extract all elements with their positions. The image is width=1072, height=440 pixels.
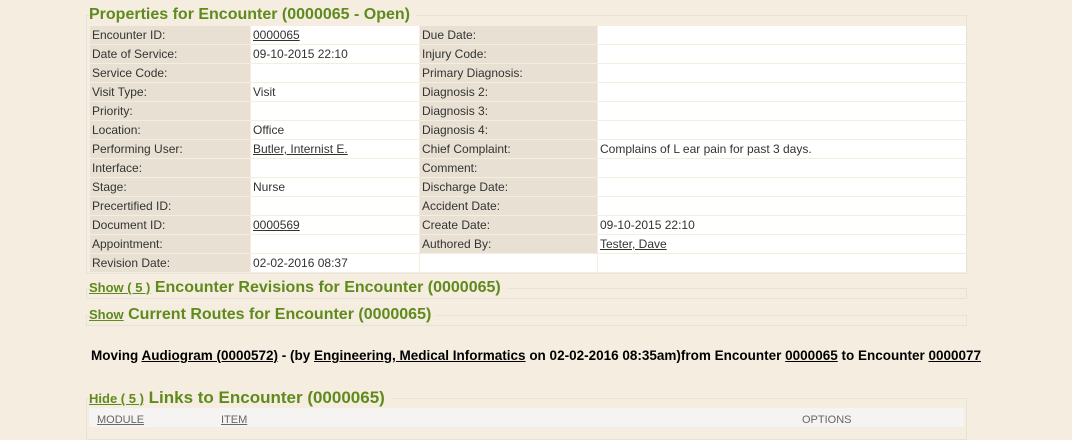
property-label: Appointment: xyxy=(90,235,250,253)
property-row: Location: Office Diagnosis 4: xyxy=(90,121,966,139)
property-label: Due Date: xyxy=(420,26,597,44)
property-row: Date of Service: 09-10-2015 22:10 Injury C… xyxy=(90,45,966,63)
moving-notice: Moving Audiogram (0000572) - (by Enginee… xyxy=(0,348,1072,363)
routes-toggle-link[interactable]: Show xyxy=(89,307,124,322)
property-value-link[interactable]: Tester, Dave xyxy=(600,237,667,251)
property-value: Nurse xyxy=(251,178,419,196)
property-row: Priority: Diagnosis 3: xyxy=(90,102,966,120)
property-row: Appointment: Authored By: Tester, Dave xyxy=(90,235,966,253)
routes-panel xyxy=(86,315,967,326)
properties-panel xyxy=(86,15,967,274)
to-encounter-link[interactable]: 0000077 xyxy=(928,348,982,363)
property-label: Stage: xyxy=(90,178,250,196)
property-value xyxy=(251,102,419,120)
links-legend: Hide ( 5 ) Links to Encounter (0000065) xyxy=(89,388,391,408)
property-value xyxy=(598,26,966,44)
property-row: Performing User: Butler, Internist E. Chie… xyxy=(90,140,966,158)
property-value xyxy=(598,121,966,139)
property-value xyxy=(598,83,966,101)
property-label xyxy=(420,254,597,272)
revisions-legend: Show ( 5 ) Encounter Revisions for Encou… xyxy=(89,279,507,297)
links-title: Links to Encounter (0000065) xyxy=(148,388,385,407)
property-row: Encounter ID: 0000065 Due Date: xyxy=(90,26,966,44)
property-value xyxy=(251,159,419,177)
property-label: Date of Service: xyxy=(90,45,250,63)
from-encounter-link[interactable]: 0000065 xyxy=(785,348,838,363)
property-row: Precertified ID: Accident Date: xyxy=(90,197,966,215)
property-label: Performing User: xyxy=(90,140,250,158)
property-value xyxy=(598,178,966,196)
property-value xyxy=(598,254,966,272)
property-label: Discharge Date: xyxy=(420,178,597,196)
document-link[interactable]: Audiogram (0000572) xyxy=(141,348,279,363)
property-value-link[interactable]: Butler, Internist E. xyxy=(253,142,348,156)
property-label: Diagnosis 3: xyxy=(420,102,597,120)
property-label: Authored By: xyxy=(420,235,597,253)
property-value: 0000065 xyxy=(251,26,419,44)
property-value xyxy=(598,102,966,120)
property-label: Encounter ID: xyxy=(90,26,250,44)
property-value: 0000569 xyxy=(251,216,419,234)
moving-text: - (by xyxy=(278,348,315,363)
property-row: Document ID: 0000569 Create Date: 09-10-201… xyxy=(90,216,966,234)
property-value xyxy=(598,159,966,177)
revisions-panel xyxy=(86,288,967,299)
property-value xyxy=(251,197,419,215)
property-label: Chief Complaint: xyxy=(420,140,597,158)
property-row: Stage: Nurse Discharge Date: xyxy=(90,178,966,196)
property-label: Accident Date: xyxy=(420,197,597,215)
property-label: Interface: xyxy=(90,159,250,177)
property-value: Office xyxy=(251,121,419,139)
property-label: Create Date: xyxy=(420,216,597,234)
property-value: 02-02-2016 08:37 xyxy=(251,254,419,272)
routes-legend: Show Current Routes for Encounter (00000… xyxy=(89,306,438,324)
routes-title: Current Routes for Encounter (0000065) xyxy=(128,306,432,323)
property-value: 09-10-2015 22:10 xyxy=(251,45,419,63)
user-link[interactable]: Engineering, Medical Informatics xyxy=(314,348,526,363)
property-label: Location: xyxy=(90,121,250,139)
properties-table: Encounter ID: 0000065 Due Date: Date of Ser… xyxy=(89,25,967,273)
property-row: Service Code: Primary Diagnosis: xyxy=(90,64,966,82)
property-row: Visit Type: Visit Diagnosis 2: xyxy=(90,83,966,101)
property-label: Document ID: xyxy=(90,216,250,234)
moving-text: on 02-02-2016 08:35am)from Encounter xyxy=(525,348,786,363)
property-value-link[interactable]: 0000569 xyxy=(253,218,300,232)
property-label: Service Code: xyxy=(90,64,250,82)
moving-text: to Encounter xyxy=(837,348,929,363)
moving-text: Moving xyxy=(90,348,142,363)
property-label: Precertified ID: xyxy=(90,197,250,215)
property-row: Interface: Comment: xyxy=(90,159,966,177)
property-label: Primary Diagnosis: xyxy=(420,64,597,82)
property-value: Butler, Internist E. xyxy=(251,140,419,158)
property-value: Complains of L ear pain for past 3 days. xyxy=(598,140,966,158)
revisions-toggle-link[interactable]: Show ( 5 ) xyxy=(89,280,151,295)
property-label: Visit Type: xyxy=(90,83,250,101)
property-value-link[interactable]: 0000065 xyxy=(253,28,300,42)
property-label: Revision Date: xyxy=(90,254,250,272)
property-row: Revision Date: 02-02-2016 08:37 xyxy=(90,254,966,272)
property-value xyxy=(598,45,966,63)
property-value: 09-10-2015 22:10 xyxy=(598,216,966,234)
links-table-header: MODULE ITEM OPTIONS xyxy=(89,408,964,427)
property-value: Visit xyxy=(251,83,419,101)
property-value xyxy=(251,64,419,82)
property-label: Priority: xyxy=(90,102,250,120)
property-value xyxy=(251,235,419,253)
revisions-title: Encounter Revisions for Encounter (00000… xyxy=(154,279,501,296)
property-label: Diagnosis 4: xyxy=(420,121,597,139)
links-toggle-link[interactable]: Hide ( 5 ) xyxy=(89,391,144,406)
property-label: Diagnosis 2: xyxy=(420,83,597,101)
column-module[interactable]: MODULE xyxy=(97,414,145,426)
property-value xyxy=(598,64,966,82)
column-item[interactable]: ITEM xyxy=(221,414,248,426)
properties-title: Properties for Encounter (0000065 - Open… xyxy=(89,6,416,24)
property-value: Tester, Dave xyxy=(598,235,966,253)
column-options: OPTIONS xyxy=(802,414,852,426)
property-value xyxy=(598,197,966,215)
property-label: Comment: xyxy=(420,159,597,177)
property-label: Injury Code: xyxy=(420,45,597,63)
